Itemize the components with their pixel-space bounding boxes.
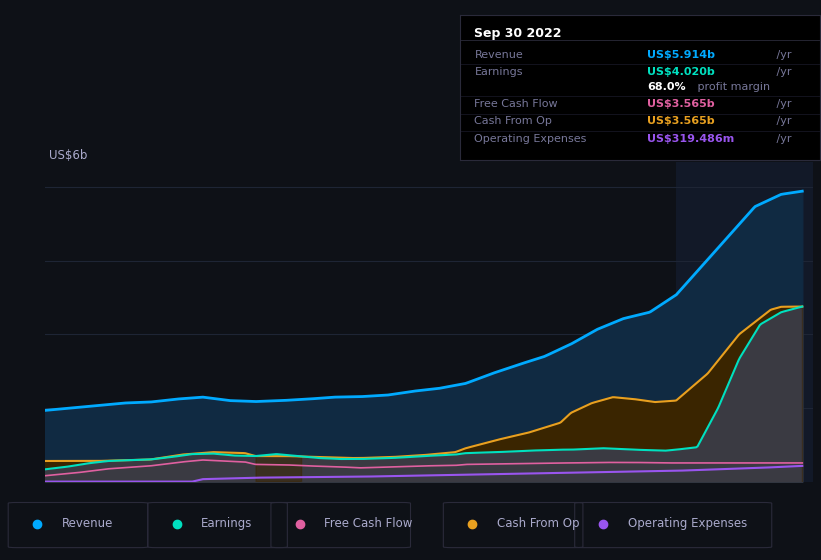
Text: Free Cash Flow: Free Cash Flow [324,517,413,530]
Text: 68.0%: 68.0% [647,82,686,92]
Bar [676,162,813,482]
Text: Sep 30 2022: Sep 30 2022 [475,27,562,40]
Text: Operating Expenses: Operating Expenses [475,134,587,144]
Text: /yr: /yr [773,67,791,77]
Text: US$5.914b: US$5.914b [647,50,715,60]
Text: Revenue: Revenue [475,50,523,60]
Text: Earnings: Earnings [201,517,253,530]
Text: profit margin: profit margin [694,82,770,92]
Text: US$3.565b: US$3.565b [647,116,715,127]
Text: /yr: /yr [773,50,791,60]
Text: Cash From Op: Cash From Op [497,517,579,530]
Text: Earnings: Earnings [475,67,523,77]
Text: /yr: /yr [773,99,791,109]
Text: Cash From Op: Cash From Op [475,116,553,127]
Text: US$4.020b: US$4.020b [647,67,715,77]
Text: Operating Expenses: Operating Expenses [628,517,747,530]
Text: US$319.486m: US$319.486m [647,134,735,144]
Text: /yr: /yr [773,116,791,127]
Text: Free Cash Flow: Free Cash Flow [475,99,558,109]
Text: US$6b: US$6b [49,149,87,162]
Text: /yr: /yr [773,134,791,144]
Text: US$0: US$0 [49,488,80,501]
Text: US$3.565b: US$3.565b [647,99,715,109]
Text: Revenue: Revenue [62,517,113,530]
